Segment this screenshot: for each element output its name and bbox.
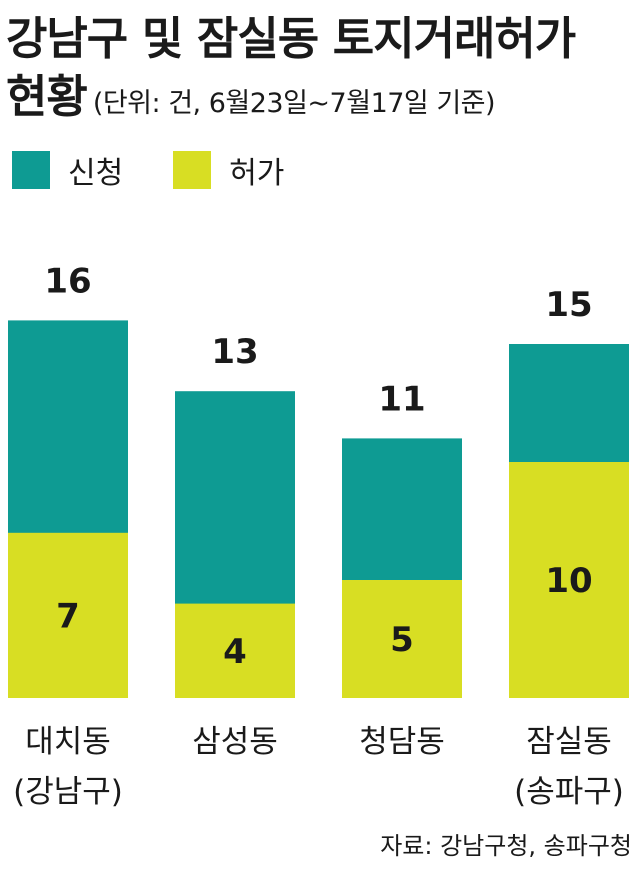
- category-label: 청담동: [359, 724, 445, 760]
- bar-approval: [342, 580, 462, 698]
- data-label-approval: 10: [545, 561, 592, 601]
- bar-approval: [175, 603, 295, 698]
- legend: 신청 허가: [12, 148, 334, 192]
- source-note: 자료: 강남구청, 송파구청: [380, 832, 632, 860]
- legend-swatch-application: [12, 151, 50, 189]
- category-label: 대치동: [25, 724, 111, 760]
- data-label-application: 16: [44, 261, 91, 301]
- data-label-approval: 5: [390, 620, 414, 660]
- data-label-approval: 4: [223, 632, 247, 672]
- legend-label-application: 신청: [68, 156, 124, 191]
- data-label-application: 11: [378, 379, 425, 419]
- data-label-approval: 7: [56, 596, 80, 636]
- data-label-application: 13: [211, 332, 258, 372]
- data-label-application: 15: [545, 285, 592, 325]
- legend-item-approval: 허가: [173, 148, 284, 192]
- category-label: 잠실동: [526, 724, 612, 760]
- chart-title: 강남구 및 잠실동 토지거래허가: [6, 12, 576, 65]
- legend-label-approval: 허가: [229, 156, 285, 191]
- category-sublabel: (송파구): [514, 774, 624, 810]
- legend-swatch-approval: [173, 151, 212, 189]
- legend-item-application: 신청: [12, 148, 123, 192]
- bar-approval: [8, 532, 128, 698]
- chart-title-line2: 현황 (단위: 건, 6월23일~7월17일 기준): [6, 60, 496, 125]
- chart-title-suffix: 현황: [6, 70, 88, 123]
- chart-subtitle: (단위: 건, 6월23일~7월17일 기준): [92, 88, 496, 119]
- bar-approval: [509, 462, 629, 698]
- category-label: 삼성동: [192, 724, 278, 760]
- category-sublabel: (강남구): [13, 774, 123, 810]
